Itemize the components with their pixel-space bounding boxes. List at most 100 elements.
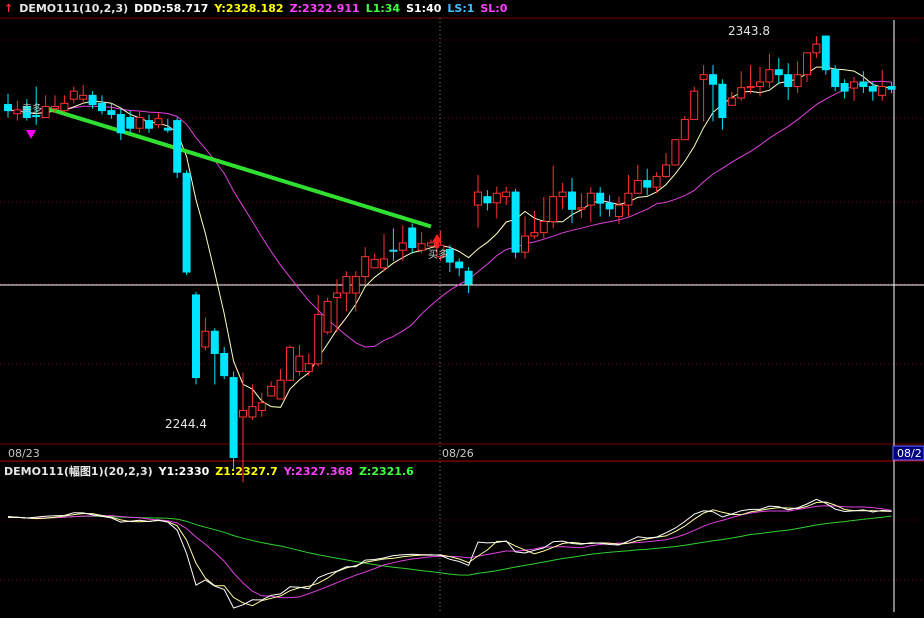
buy-signal-label: 买多 bbox=[428, 248, 448, 261]
sub-indicator-value: Z1:2327.7 bbox=[215, 464, 278, 478]
main-indicator-value: L1:34 bbox=[365, 2, 401, 15]
candle-body bbox=[774, 69, 783, 76]
main-indicator-header: ↑ DEMO111(10,2,3) DDD:58.717 Y:2328.182 Z:23… bbox=[4, 2, 507, 15]
candle-body bbox=[342, 276, 351, 294]
candle-body bbox=[727, 97, 736, 106]
candle-body bbox=[248, 406, 257, 418]
candle-body bbox=[126, 117, 135, 129]
candle-body bbox=[445, 248, 454, 263]
candle bbox=[417, 232, 426, 254]
candle-body bbox=[502, 191, 511, 198]
candle bbox=[831, 65, 840, 92]
candle-body bbox=[192, 294, 200, 379]
candle bbox=[643, 168, 652, 196]
candle-body bbox=[145, 120, 153, 129]
candle bbox=[868, 81, 877, 101]
candle-body bbox=[756, 81, 764, 88]
candle-body bbox=[333, 292, 341, 299]
candle bbox=[201, 317, 210, 351]
candle-body bbox=[32, 115, 41, 118]
candle bbox=[276, 369, 285, 400]
sell-arrow-icon bbox=[26, 130, 36, 139]
candle bbox=[32, 86, 41, 125]
candle-body bbox=[79, 94, 88, 100]
candle-body bbox=[662, 164, 670, 177]
candle-body bbox=[859, 81, 868, 88]
candle-body bbox=[690, 90, 699, 120]
candle-body bbox=[605, 202, 614, 210]
candle bbox=[718, 79, 727, 130]
candle bbox=[878, 69, 887, 101]
sub-indicator-value: Z:2321.6 bbox=[358, 464, 414, 478]
candle bbox=[511, 189, 520, 259]
main-indicator-value: Z:2322.911 bbox=[289, 2, 360, 15]
candle bbox=[427, 239, 435, 248]
candle bbox=[436, 230, 445, 261]
candle-body bbox=[22, 105, 31, 119]
candle-body bbox=[474, 191, 482, 206]
candle bbox=[220, 346, 229, 380]
candle bbox=[333, 279, 341, 333]
candle-body bbox=[370, 258, 379, 269]
candle bbox=[840, 79, 849, 99]
sub-indicator-value: DEMO111(幅图1)(20,2,3) bbox=[4, 465, 153, 478]
grid-lines: 08/23 08/26 08/2 bbox=[0, 17, 924, 612]
candle bbox=[859, 71, 868, 94]
candle-body bbox=[709, 74, 717, 85]
candle bbox=[690, 86, 699, 120]
candle-body bbox=[408, 227, 417, 249]
candle-body bbox=[60, 102, 69, 112]
candle bbox=[351, 271, 360, 312]
candle bbox=[765, 53, 774, 88]
candles bbox=[4, 35, 896, 483]
candle bbox=[521, 216, 529, 259]
candle-body bbox=[878, 86, 887, 96]
candle-body bbox=[793, 74, 802, 88]
candle bbox=[492, 186, 501, 219]
candle-body bbox=[549, 196, 558, 223]
buy-arrow-icon bbox=[432, 234, 442, 242]
candle bbox=[756, 67, 764, 97]
candle bbox=[380, 234, 388, 272]
candle bbox=[887, 81, 896, 94]
candle-body bbox=[596, 192, 605, 204]
candle bbox=[182, 170, 191, 276]
candle-body bbox=[671, 139, 680, 166]
candle-body bbox=[323, 300, 332, 333]
candle-body bbox=[840, 82, 849, 92]
candle bbox=[173, 117, 182, 178]
candle bbox=[286, 345, 294, 381]
candle bbox=[662, 153, 670, 178]
candle bbox=[586, 187, 595, 223]
candle-body bbox=[586, 192, 595, 206]
candle-body bbox=[643, 180, 652, 188]
candle bbox=[549, 165, 558, 229]
candle-body bbox=[436, 244, 445, 258]
candle bbox=[342, 271, 351, 312]
candle-body bbox=[163, 127, 172, 131]
candle bbox=[135, 110, 144, 133]
candle-body bbox=[69, 90, 78, 100]
candle-body bbox=[633, 180, 642, 194]
main-indicator-value: DEMO111(10,2,3) bbox=[19, 2, 129, 15]
candle-body bbox=[107, 110, 116, 115]
candle bbox=[408, 223, 417, 254]
candle bbox=[784, 63, 793, 100]
candle bbox=[680, 115, 689, 141]
candle bbox=[69, 86, 78, 104]
candle-body bbox=[135, 117, 144, 129]
candle-body bbox=[286, 346, 294, 381]
candle bbox=[192, 291, 200, 385]
candle-body bbox=[201, 330, 210, 348]
candle bbox=[4, 93, 12, 118]
candle-body bbox=[361, 256, 370, 278]
candle bbox=[483, 190, 492, 211]
candle-body bbox=[389, 249, 398, 252]
candle bbox=[79, 85, 88, 104]
candle bbox=[445, 245, 454, 273]
candle bbox=[727, 91, 736, 106]
sub-indicator-value: Y1:2330 bbox=[158, 464, 210, 478]
candle-body bbox=[568, 191, 576, 210]
candle bbox=[709, 65, 717, 122]
